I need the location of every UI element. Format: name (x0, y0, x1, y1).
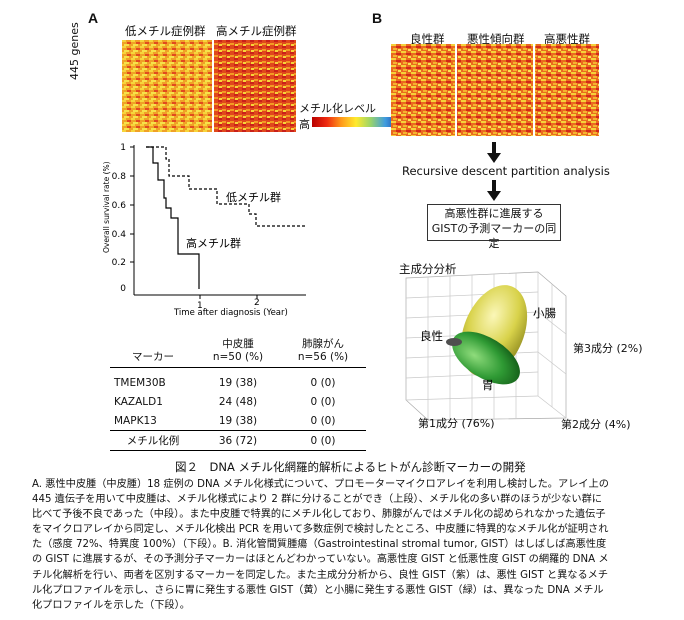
survival-xtick: 2 (254, 298, 260, 308)
heatmap-a (122, 40, 296, 132)
marker-name: TMEM30B (114, 376, 166, 389)
benign-gist-ellipse (446, 338, 462, 346)
heatmap-b-tendency-block (457, 44, 533, 136)
survival-ytick: 0.6 (112, 201, 127, 211)
caption-line: チル化解析を行い、両者を区別するマーカーを同定した。また主成分分析から、良性 G… (32, 569, 609, 581)
marker-value: 0 (0) (280, 430, 366, 451)
survival-xtick: 1 (197, 301, 203, 311)
marker-table-header: マーカー (110, 338, 196, 368)
survival-ytick: 0.4 (112, 230, 127, 240)
result-box-line: GISTの予測マーカーの同定 (431, 222, 557, 250)
caption-line: 445 遺伝子を用いて中皮腫は、メチル化様式により 2 群に分けることができ（上… (32, 494, 602, 506)
survival-ytick: 1 (120, 143, 126, 153)
marker-name: KAZALD1 (114, 395, 163, 408)
heatmap-a-high-block (214, 40, 296, 132)
small-intestine-gist-ellipse (452, 331, 520, 385)
table-row: TMEM30B 19 (38) 0 (0) (110, 368, 366, 393)
caption-line: をマイクロアレイから同定し、メチル化検出 PCR を用いて多数症例で検討したとこ… (32, 524, 609, 536)
pca-small-intestine-label: 小腸 (533, 306, 556, 320)
result-box: 高悪性群に進展する GISTの予測マーカーの同定 (427, 204, 561, 250)
marker-name: MAPK13 (110, 411, 196, 431)
benign-group-label: 良性群 (410, 32, 445, 46)
marker-name: メチル化例 (110, 430, 196, 451)
pca-grid (405, 271, 567, 421)
pca-stomach-label: 胃 (482, 378, 494, 392)
caption-line: A. 悪性中皮腫（中皮腫）18 症例の DNA メチル化様式について、プロモータ… (32, 479, 609, 490)
marker-value: 24 (48) (218, 395, 258, 408)
figure-title: 図２ DNA メチル化網羅的解析によるヒトがん診断マーカーの開発 (175, 460, 526, 474)
marker-value: 36 (72) (196, 430, 280, 451)
panel-b-letter: B (372, 10, 383, 26)
caption-line: 比べて予後不良であった（中段）。また中皮腫で特異的にメチル化しており、肺腺がんで… (32, 509, 606, 521)
high-methyl-curve-label: 高メチル群 (186, 236, 241, 250)
genes-label: 445 genes (68, 22, 81, 80)
marker-value: 0 (0) (310, 376, 336, 389)
pca-plot: 小腸 良性 胃 (405, 271, 567, 421)
pca-title: 主成分分析 (399, 262, 457, 276)
high-malignant-group-label: 高悪性群 (544, 32, 590, 46)
survival-chart: Overall survival rate (%) 1 0.8 0.6 0.4 … (102, 143, 306, 318)
marker-value: 0 (0) (280, 411, 366, 431)
marker-table-container: マーカー 中皮腫 n=50 (%) 肺腺がん n=56 (%) TMEM30B … (110, 338, 366, 451)
pca-axis1-label: 第1成分 (76%) (418, 417, 495, 430)
marker-value: 19 (38) (218, 376, 258, 389)
table-row: MAPK13 19 (38) 0 (0) (110, 411, 366, 431)
marker-table-header: 中皮腫 n=50 (%) (196, 338, 280, 368)
pca-benign-label: 良性 (420, 329, 443, 343)
heatmap-a-low-block (122, 40, 212, 132)
low-methyl-group-label: 低メチル症例群 (125, 24, 206, 38)
survival-ytick: 0 (120, 284, 126, 294)
survival-ytick: 0.2 (112, 258, 126, 268)
heatmap-b-high-block (535, 44, 599, 136)
legend-high-label: 高 (299, 118, 310, 131)
down-arrow-icon (487, 142, 501, 163)
heatmap-b-benign-block (391, 44, 455, 136)
methyl-level-legend-title: メチル化レベル (299, 102, 376, 115)
survival-ylabel: Overall survival rate (%) (102, 161, 111, 253)
pca-axis3-label: 第3成分 (2%) (573, 342, 643, 355)
heatmap-b (391, 44, 599, 136)
pca-axis2-label: 第2成分 (4%) (561, 418, 631, 431)
caption-line: 化プロファイルを示した（下段）。 (32, 599, 190, 611)
analysis-method-label: Recursive descent partition analysis (402, 164, 610, 178)
survival-ytick: 0.8 (112, 172, 127, 182)
result-box-line: 高悪性群に進展する (444, 207, 544, 220)
caption-line: の GIST に進展するが、その予測分子マーカーはほとんどわかっていない。高悪性… (32, 554, 609, 566)
malignant-tendency-group-label: 悪性傾向群 (467, 32, 525, 46)
panel-a-letter: A (88, 10, 99, 26)
caption-line: ル化プロファイルを示し、さらに胃に発生する悪性 GIST（黄）と小腸に発生する悪… (32, 584, 604, 596)
high-methyl-curve (146, 146, 200, 289)
marker-value: 0 (0) (310, 395, 336, 408)
figure-caption: A. 悪性中皮腫（中皮腫）18 症例の DNA メチル化様式について、プロモータ… (32, 477, 672, 613)
marker-table: マーカー 中皮腫 n=50 (%) 肺腺がん n=56 (%) TMEM30B … (110, 338, 366, 451)
table-row: メチル化例 36 (72) 0 (0) (110, 430, 366, 451)
survival-xlabel: Time after diagnosis (Year) (173, 308, 288, 318)
table-row: KAZALD1 24 (48) 0 (0) (110, 392, 366, 411)
low-methyl-curve (146, 146, 306, 227)
methyl-level-legend-bar (312, 117, 400, 127)
high-methyl-group-label: 高メチル症例群 (216, 24, 297, 38)
marker-value: 19 (38) (196, 411, 280, 431)
caption-line: た（感度 72%、特異度 100%）（下段）。B. 消化管間質腫瘍（Gastro… (32, 539, 607, 551)
low-methyl-curve-label: 低メチル群 (226, 190, 281, 204)
marker-table-header-row: マーカー 中皮腫 n=50 (%) 肺腺がん n=56 (%) (110, 338, 366, 368)
down-arrow-icon (487, 180, 501, 201)
marker-table-header: 肺腺がん n=56 (%) (280, 338, 366, 368)
